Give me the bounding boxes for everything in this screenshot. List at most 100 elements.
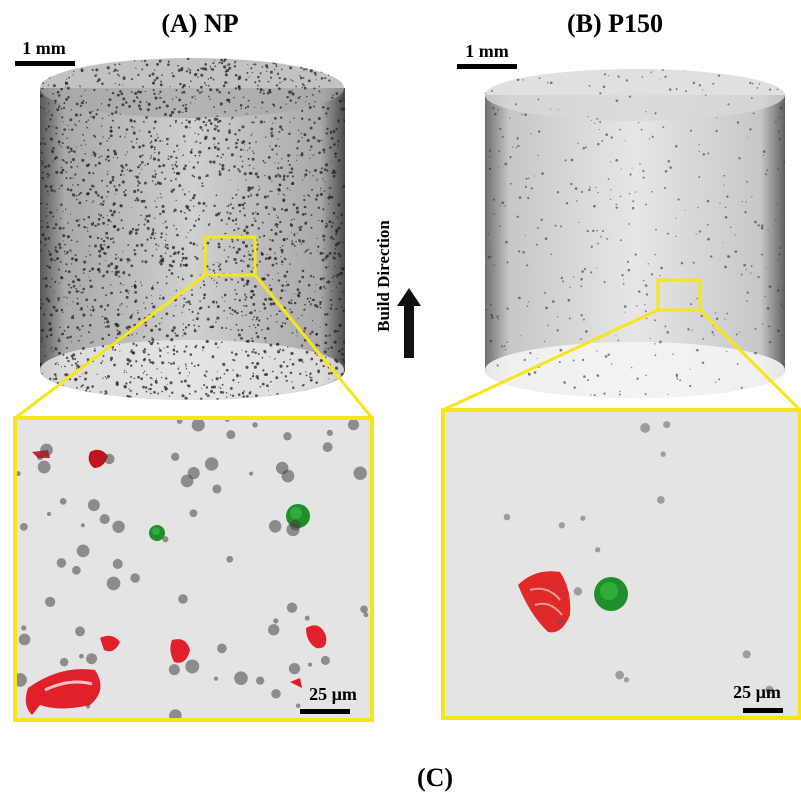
pore — [173, 350, 175, 352]
pore — [106, 196, 107, 197]
pore — [245, 282, 248, 285]
pore — [106, 320, 109, 323]
pore — [67, 87, 70, 90]
pore — [45, 355, 47, 357]
pore — [190, 353, 193, 356]
pore — [115, 271, 118, 274]
pore — [87, 306, 88, 307]
pore — [343, 341, 346, 344]
pore — [161, 197, 162, 198]
pore — [274, 413, 277, 416]
pore — [737, 121, 739, 123]
pore — [256, 317, 258, 319]
pore — [47, 71, 49, 73]
pore — [42, 82, 44, 84]
pore — [72, 158, 75, 161]
pore — [619, 129, 621, 131]
pore — [76, 302, 79, 305]
pore — [208, 86, 209, 87]
pore — [46, 397, 49, 400]
pore — [40, 307, 42, 309]
pore — [313, 299, 315, 301]
pore — [112, 241, 114, 243]
pore — [47, 412, 49, 414]
pore — [52, 68, 53, 69]
pore — [182, 278, 184, 280]
pore — [128, 329, 129, 330]
pore — [330, 372, 333, 375]
pore — [83, 218, 85, 220]
pore — [185, 110, 187, 112]
pore — [323, 252, 325, 254]
pore — [170, 125, 172, 127]
pore — [81, 95, 83, 97]
pore — [198, 133, 200, 135]
pore — [127, 262, 128, 263]
pore — [615, 671, 624, 680]
pore — [307, 299, 308, 300]
pore — [530, 133, 531, 134]
pore — [304, 176, 305, 177]
pore — [146, 101, 148, 103]
pore — [302, 64, 303, 65]
pore — [53, 190, 55, 192]
pore — [325, 66, 327, 68]
pore — [112, 349, 113, 350]
pore — [528, 301, 529, 302]
pore — [131, 349, 133, 351]
pore — [741, 387, 743, 389]
pore — [241, 329, 243, 331]
pore — [319, 345, 321, 347]
pore — [283, 406, 285, 408]
pore — [660, 451, 666, 457]
pore — [105, 236, 107, 238]
pore — [566, 202, 568, 204]
pore — [107, 104, 110, 107]
pore — [777, 329, 780, 332]
pore — [112, 203, 115, 206]
pore — [255, 172, 258, 175]
pore — [304, 327, 307, 330]
pore — [228, 169, 230, 171]
pore — [164, 178, 166, 180]
pore — [49, 414, 51, 416]
pore — [58, 243, 61, 246]
pore — [182, 335, 183, 336]
pore — [144, 182, 147, 185]
pore — [63, 128, 66, 131]
pore — [171, 111, 174, 114]
pore — [102, 345, 104, 347]
pore — [314, 72, 317, 75]
pore — [125, 382, 127, 384]
pore — [186, 368, 187, 369]
pore — [145, 165, 146, 166]
pore — [165, 240, 166, 241]
pore — [291, 399, 292, 400]
pore — [67, 222, 69, 224]
pore — [288, 393, 291, 396]
pore — [747, 138, 748, 139]
pore — [659, 275, 660, 276]
pore — [336, 287, 337, 288]
pore — [251, 351, 253, 353]
pore — [57, 297, 59, 299]
pore — [279, 125, 282, 128]
pore — [262, 357, 264, 359]
pore — [163, 407, 166, 410]
pore — [268, 413, 270, 415]
pore — [174, 209, 177, 212]
pore — [232, 314, 233, 315]
pore — [75, 626, 85, 636]
pore — [50, 189, 53, 192]
pore — [334, 330, 337, 333]
pore — [153, 89, 155, 91]
pore — [164, 113, 167, 116]
pore — [692, 330, 693, 331]
pore — [189, 161, 190, 162]
pore — [502, 136, 504, 138]
pore — [145, 91, 146, 92]
pore — [137, 310, 138, 311]
pore — [155, 183, 157, 185]
pore — [769, 341, 771, 343]
pore — [664, 76, 666, 78]
